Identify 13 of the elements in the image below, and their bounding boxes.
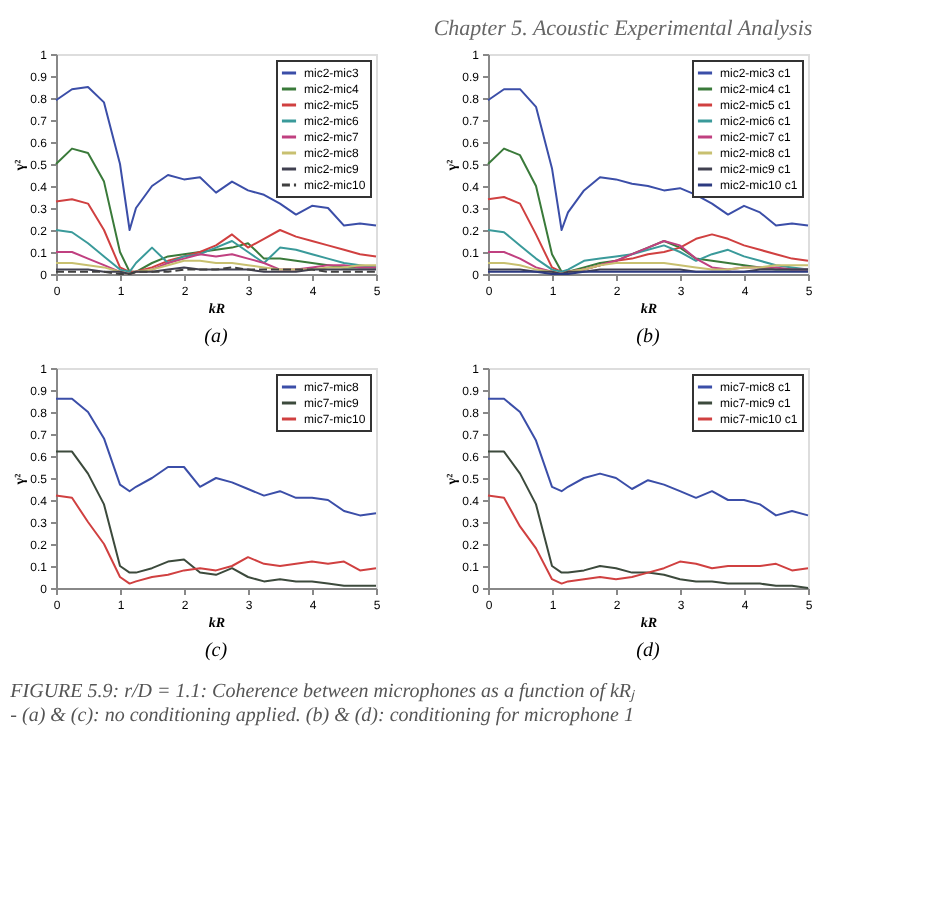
line-series (487, 88, 809, 231)
caption: FIGURE 5.9: r/D = 1.1: Coherence between microphones as a function of kRⱼ (8, 681, 638, 703)
text: (b) (636, 326, 661, 348)
text: (c) (204, 640, 229, 662)
line-series (55, 397, 377, 517)
text: (d) (636, 640, 661, 662)
line-series (487, 494, 809, 585)
line-series (55, 494, 377, 585)
text: - (a) & (c): no conditioning applied. (b) & (d): conditioning for microphone 1 (10, 705, 634, 727)
text: (a) (204, 326, 229, 348)
text: Chapter 5. Acoustic Experimental Analysis (433, 17, 813, 41)
line-series (487, 397, 809, 517)
line-series (55, 86, 377, 231)
